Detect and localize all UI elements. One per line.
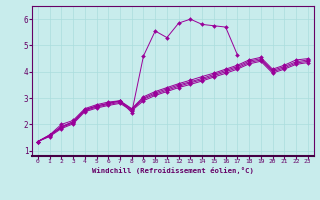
X-axis label: Windchill (Refroidissement éolien,°C): Windchill (Refroidissement éolien,°C) <box>92 167 254 174</box>
